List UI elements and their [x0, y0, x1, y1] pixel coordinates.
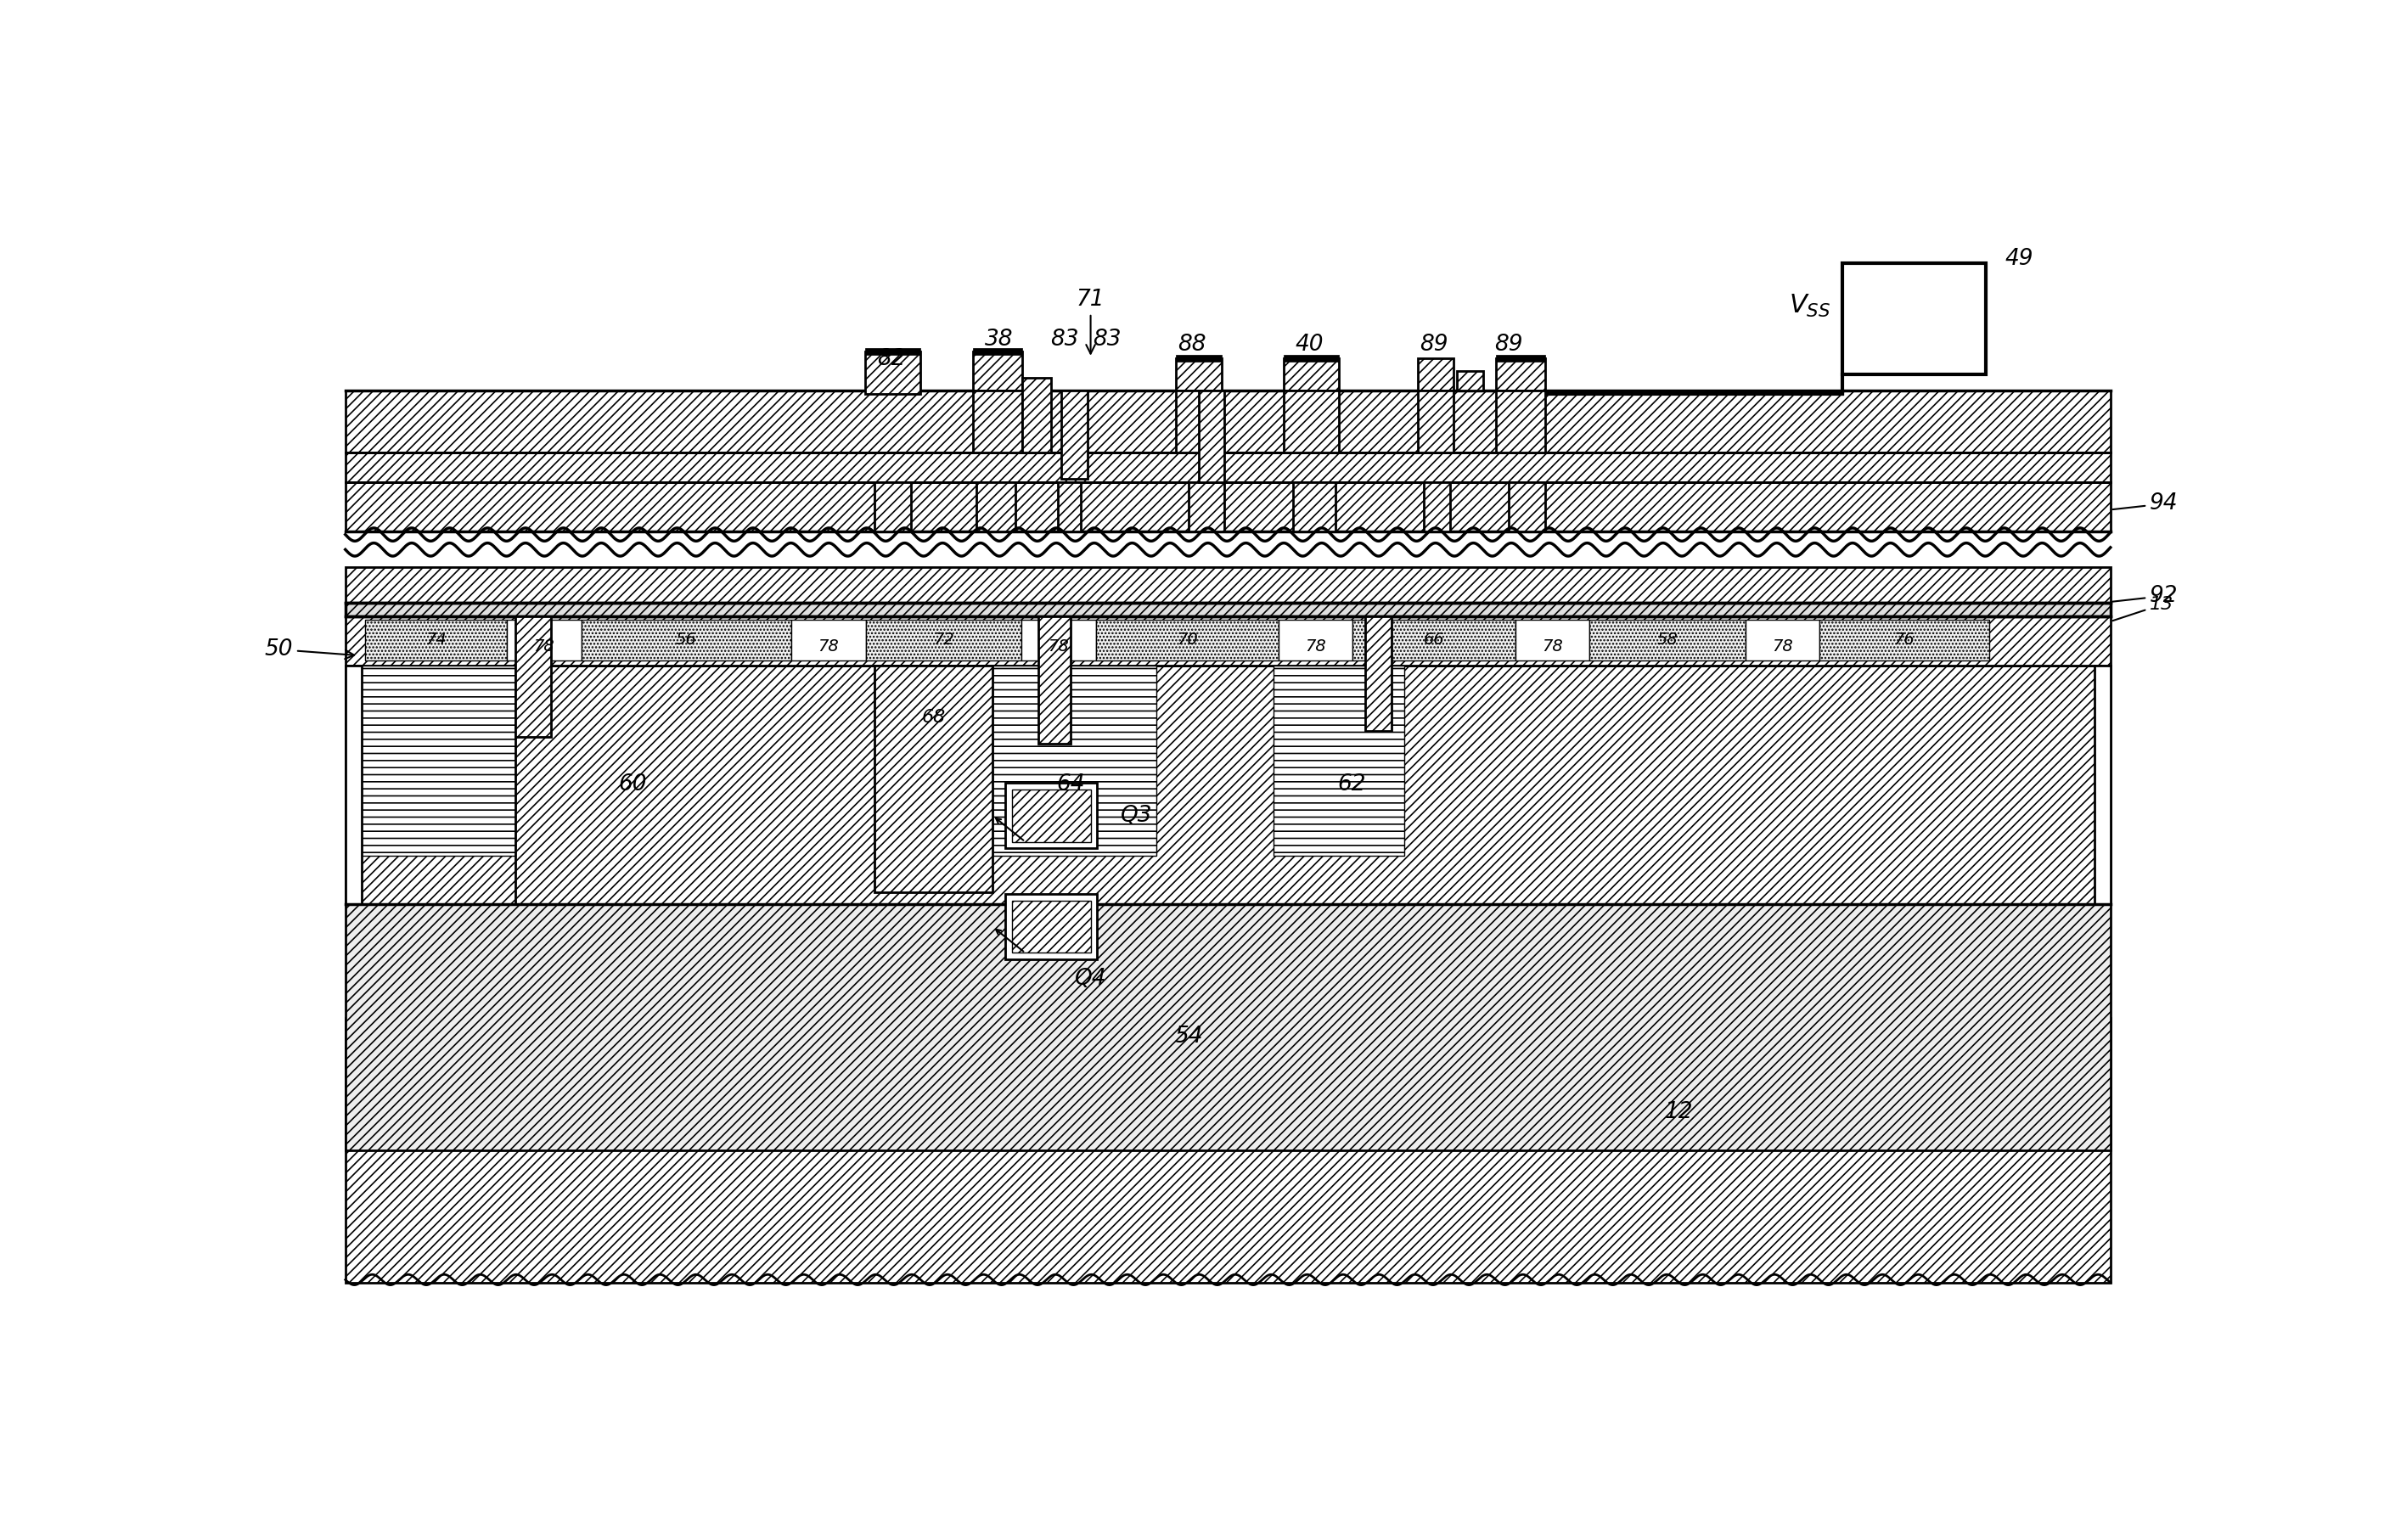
Text: 38: 38 [984, 328, 1013, 351]
Text: 64: 64 [1056, 773, 1085, 796]
Bar [1417, 357, 1453, 391]
Bar [1496, 391, 1544, 453]
Bar [864, 351, 920, 394]
Text: 78: 78 [1541, 638, 1563, 654]
Text: 94: 94 [2113, 493, 2178, 514]
Bar [581, 619, 792, 661]
Bar [1820, 619, 1988, 661]
Bar [1285, 391, 1340, 453]
Text: 83: 83 [1092, 328, 1121, 351]
Bar [1277, 619, 1352, 661]
Text: 50: 50 [264, 639, 353, 661]
Text: 82: 82 [876, 348, 905, 370]
Text: 71: 71 [1076, 290, 1104, 354]
Text: 78: 78 [1047, 638, 1068, 654]
Text: 60: 60 [619, 773, 648, 796]
Text: 78: 78 [1306, 638, 1325, 654]
Bar [1013, 790, 1090, 842]
Bar [365, 619, 507, 661]
Bar [346, 391, 2110, 453]
Bar [346, 665, 363, 904]
Text: Q4: Q4 [1076, 969, 1107, 990]
Text: Q3: Q3 [1121, 804, 1152, 827]
Text: 40: 40 [1297, 333, 1323, 356]
Bar [1006, 782, 1097, 849]
Text: 76: 76 [1894, 631, 1914, 648]
Text: 89: 89 [1496, 333, 1522, 356]
Bar [346, 665, 516, 856]
Bar [874, 482, 910, 531]
Bar [346, 482, 2110, 531]
Bar [1095, 619, 1277, 661]
Bar [1023, 377, 1052, 453]
Bar [977, 482, 1016, 531]
Text: 83: 83 [1049, 328, 1078, 351]
Bar [972, 351, 1023, 391]
Bar [1198, 391, 1225, 482]
Bar [1424, 482, 1450, 531]
Bar [346, 567, 2110, 604]
Text: 68: 68 [922, 708, 946, 725]
Text: 56: 56 [675, 631, 696, 648]
Bar [346, 1018, 2110, 1283]
Text: 89: 89 [1419, 333, 1448, 356]
Bar [1059, 482, 1080, 531]
Bar [1746, 619, 1820, 661]
Bar [792, 619, 867, 661]
Bar [1176, 391, 1222, 453]
Bar [1457, 371, 1484, 391]
Bar [346, 665, 2110, 904]
Bar [1842, 263, 1986, 374]
Text: 70: 70 [1176, 631, 1198, 648]
Text: 78: 78 [533, 638, 555, 654]
Bar [1417, 391, 1453, 453]
Bar [1352, 619, 1515, 661]
Text: 92: 92 [2113, 585, 2178, 607]
Bar [1006, 895, 1097, 959]
Text: 12: 12 [1664, 1101, 1693, 1123]
Bar [1285, 354, 1340, 362]
Bar [1188, 482, 1225, 531]
Bar [346, 604, 2110, 616]
Text: 88: 88 [1179, 333, 1205, 356]
Bar [346, 904, 2110, 1150]
Bar [867, 619, 1020, 661]
Bar [1037, 616, 1071, 744]
Bar [1366, 616, 1390, 730]
Bar [1589, 619, 1746, 661]
Bar [1061, 391, 1088, 479]
Bar [1515, 619, 1589, 661]
Bar [1508, 482, 1544, 531]
Bar [972, 391, 1023, 453]
Bar [1176, 354, 1222, 362]
Bar [1294, 482, 1335, 531]
Text: 78: 78 [819, 638, 838, 654]
Bar [346, 616, 2110, 665]
Text: 78: 78 [1772, 638, 1794, 654]
Bar [874, 665, 992, 892]
Bar [1013, 901, 1090, 953]
Bar [2094, 665, 2110, 904]
Bar [1020, 619, 1095, 661]
Text: 13: 13 [2113, 596, 2173, 621]
Text: 62: 62 [1337, 773, 1366, 796]
Text: 72: 72 [934, 631, 953, 648]
Bar [864, 348, 920, 354]
Bar [1496, 354, 1544, 362]
Bar [507, 619, 581, 661]
Text: 49: 49 [2005, 248, 2034, 270]
Text: 74: 74 [425, 631, 447, 648]
Bar [1496, 357, 1544, 391]
Text: 54: 54 [1174, 1026, 1203, 1047]
Bar [972, 348, 1023, 354]
Bar [1176, 357, 1222, 391]
Bar [1285, 357, 1340, 391]
Text: 66: 66 [1424, 631, 1445, 648]
Bar [992, 665, 1155, 856]
Bar [1273, 665, 1405, 856]
Bar [346, 453, 2110, 482]
Text: $V_{SS}$: $V_{SS}$ [1789, 293, 1830, 319]
Bar [516, 616, 552, 736]
Text: 58: 58 [1657, 631, 1678, 648]
